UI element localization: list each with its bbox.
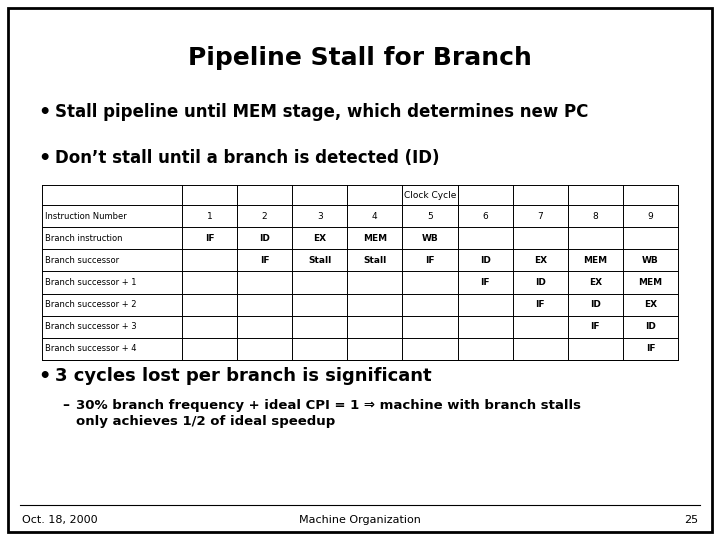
Text: Oct. 18, 2000: Oct. 18, 2000: [22, 515, 98, 525]
Text: Pipeline Stall for Branch: Pipeline Stall for Branch: [188, 46, 532, 70]
Text: MEM: MEM: [583, 256, 608, 265]
Text: 3 cycles lost per branch is significant: 3 cycles lost per branch is significant: [55, 367, 431, 385]
Text: Machine Organization: Machine Organization: [299, 515, 421, 525]
Text: •: •: [38, 148, 50, 167]
Text: Branch successor + 1: Branch successor + 1: [45, 278, 137, 287]
Text: •: •: [38, 103, 50, 122]
Text: Branch instruction: Branch instruction: [45, 234, 122, 242]
Text: EX: EX: [589, 278, 602, 287]
Text: 25: 25: [684, 515, 698, 525]
Text: WB: WB: [642, 256, 659, 265]
Text: 4: 4: [372, 212, 378, 220]
Text: IF: IF: [536, 300, 545, 309]
Text: 30% branch frequency + ideal CPI = 1 ⇒ machine with branch stalls: 30% branch frequency + ideal CPI = 1 ⇒ m…: [76, 399, 581, 411]
Text: MEM: MEM: [639, 278, 662, 287]
Text: only achieves 1/2 of ideal speedup: only achieves 1/2 of ideal speedup: [76, 415, 336, 429]
Text: 2: 2: [262, 212, 267, 220]
Text: 8: 8: [593, 212, 598, 220]
Text: EX: EX: [313, 234, 326, 242]
Text: 6: 6: [482, 212, 488, 220]
Text: Don’t stall until a branch is detected (ID): Don’t stall until a branch is detected (…: [55, 149, 439, 167]
Text: IF: IF: [646, 345, 655, 353]
Text: –: –: [62, 398, 69, 412]
Text: IF: IF: [204, 234, 215, 242]
Text: ID: ID: [259, 234, 270, 242]
Text: Clock Cycle: Clock Cycle: [404, 191, 456, 200]
Text: ID: ID: [645, 322, 656, 331]
Text: IF: IF: [426, 256, 435, 265]
Text: EX: EX: [534, 256, 546, 265]
Text: Branch successor + 4: Branch successor + 4: [45, 345, 137, 353]
Text: 7: 7: [537, 212, 543, 220]
Text: MEM: MEM: [363, 234, 387, 242]
Text: IF: IF: [260, 256, 269, 265]
Text: 3: 3: [317, 212, 323, 220]
Text: 9: 9: [647, 212, 653, 220]
Text: Branch successor + 3: Branch successor + 3: [45, 322, 137, 331]
Text: IF: IF: [590, 322, 600, 331]
Text: ID: ID: [590, 300, 600, 309]
Text: ID: ID: [535, 278, 546, 287]
Text: •: •: [38, 367, 50, 386]
Text: 1: 1: [207, 212, 212, 220]
Text: Stall: Stall: [363, 256, 387, 265]
Text: IF: IF: [480, 278, 490, 287]
Text: WB: WB: [422, 234, 438, 242]
Text: Branch successor: Branch successor: [45, 256, 119, 265]
Text: ID: ID: [480, 256, 490, 265]
Text: Branch successor + 2: Branch successor + 2: [45, 300, 137, 309]
Text: EX: EX: [644, 300, 657, 309]
Text: 5: 5: [427, 212, 433, 220]
Text: Instruction Number: Instruction Number: [45, 212, 127, 220]
Text: Stall pipeline until MEM stage, which determines new PC: Stall pipeline until MEM stage, which de…: [55, 103, 588, 121]
Text: Stall: Stall: [308, 256, 331, 265]
